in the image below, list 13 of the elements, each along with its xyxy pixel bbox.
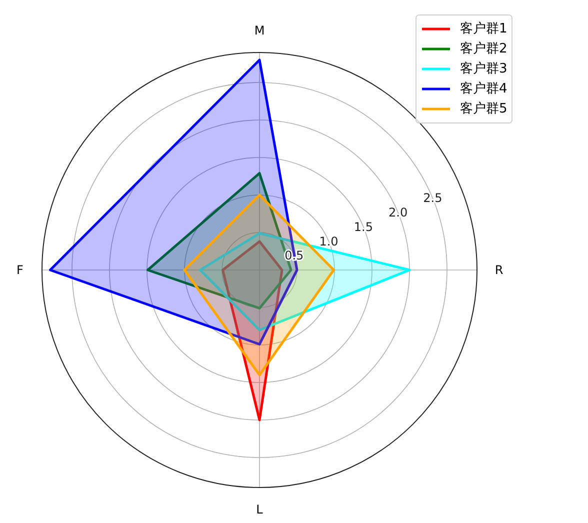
spoke-label: L [256,502,264,516]
legend-label: 客户群5 [460,100,508,116]
spoke-label: R [494,263,504,277]
legend-label: 客户群2 [460,40,508,56]
y-tick-label: 2.5 [423,191,442,206]
spoke-label: M [254,24,265,38]
spoke-label: F [16,263,24,277]
y-tick-label: 1.5 [354,220,373,234]
y-tick-label: 1.0 [319,234,338,248]
y-tick-label: 2.0 [388,206,408,220]
legend-label: 客户群1 [460,20,508,36]
legend-label: 客户群4 [460,80,508,96]
legend-label: 客户群3 [460,60,508,76]
